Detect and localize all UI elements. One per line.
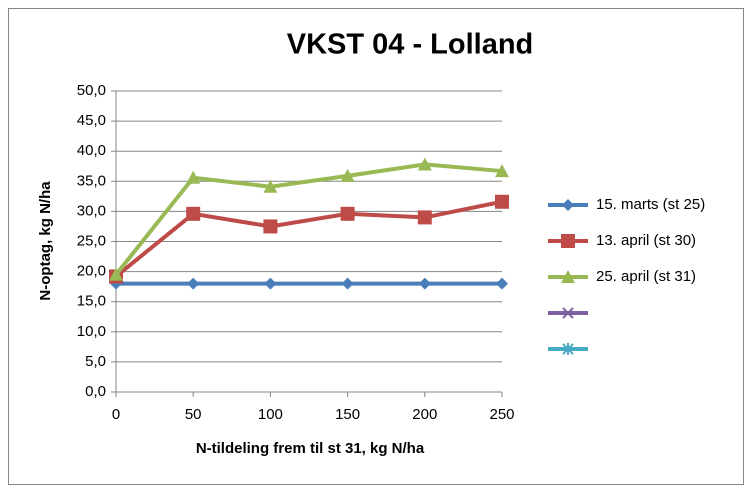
x-tick-label: 150 [335,406,360,423]
legend-label: 15. marts (st 25) [596,196,705,213]
y-tick-label: 50,0 [77,82,106,99]
marker [264,277,277,290]
series-line [114,162,503,276]
marker [263,179,278,193]
legend-label: 13. april (st 30) [596,232,696,249]
marker [418,277,431,290]
y-tick-label: 30,0 [77,202,106,219]
legend-label: 25. april (st 31) [596,268,696,285]
x-tick-label: 100 [258,406,283,423]
marker [340,206,355,221]
y-tick-label: 45,0 [77,112,106,129]
legend-extra [548,307,588,355]
marker [561,270,575,283]
marker [417,157,432,171]
marker [340,168,355,182]
marker [186,170,201,184]
marker [186,206,201,221]
x-tick-label: 0 [112,406,120,423]
y-tick-label: 0,0 [85,383,106,400]
y-tick-label: 20,0 [77,263,106,280]
y-tick-label: 5,0 [85,353,106,370]
marker [496,277,508,290]
x-tick-label: 200 [412,406,437,423]
series-line [114,199,503,278]
marker [109,267,123,281]
x-tick-label: 50 [185,406,202,423]
y-tick-label: 15,0 [77,293,106,310]
y-axis-label: N-optag, kg N/ha [37,181,54,301]
marker [495,194,509,209]
x-tick-label: 250 [489,406,514,423]
y-tick-label: 25,0 [77,232,106,249]
marker [417,210,432,225]
y-tick-label: 40,0 [77,142,106,159]
marker [562,199,574,211]
legend-marker [562,307,574,319]
marker [495,164,509,178]
chart-frame [8,8,744,485]
y-tick-label: 10,0 [77,323,106,340]
chart-title: VKST 04 - Lolland [287,29,534,61]
marker [263,219,278,234]
marker [341,277,354,290]
legend-marker [562,343,574,355]
marker [561,234,575,248]
y-tick-label: 35,0 [77,172,106,189]
x-axis-label: N-tildeling frem til st 31, kg N/ha [196,440,425,457]
marker [187,277,200,290]
